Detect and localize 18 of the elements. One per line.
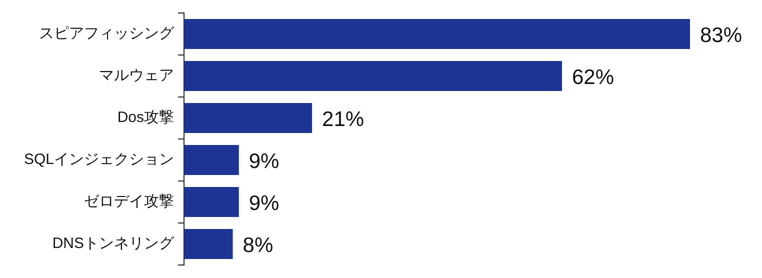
- bar: [184, 19, 690, 49]
- data-label: 9%: [248, 192, 280, 215]
- bar: [184, 145, 239, 175]
- y-tick-label: ゼロデイ攻撃: [84, 193, 174, 210]
- y-tick-label: SQLインジェクション: [24, 151, 174, 168]
- bar: [184, 187, 239, 217]
- y-tick-label: マルウェア: [99, 67, 174, 84]
- data-label: 8%: [242, 234, 274, 257]
- y-tick-label: DNSトンネリング: [52, 235, 176, 252]
- data-label: 62%: [572, 66, 614, 89]
- data-label: 83%: [700, 24, 742, 47]
- data-label: 9%: [248, 150, 280, 173]
- bar: [184, 103, 312, 133]
- y-tick-label: Dos攻撃: [117, 109, 174, 126]
- bar: [184, 61, 562, 91]
- y-tick-label: スピアフィッシング: [39, 25, 176, 42]
- data-label: 21%: [322, 108, 364, 131]
- bar: [184, 229, 233, 259]
